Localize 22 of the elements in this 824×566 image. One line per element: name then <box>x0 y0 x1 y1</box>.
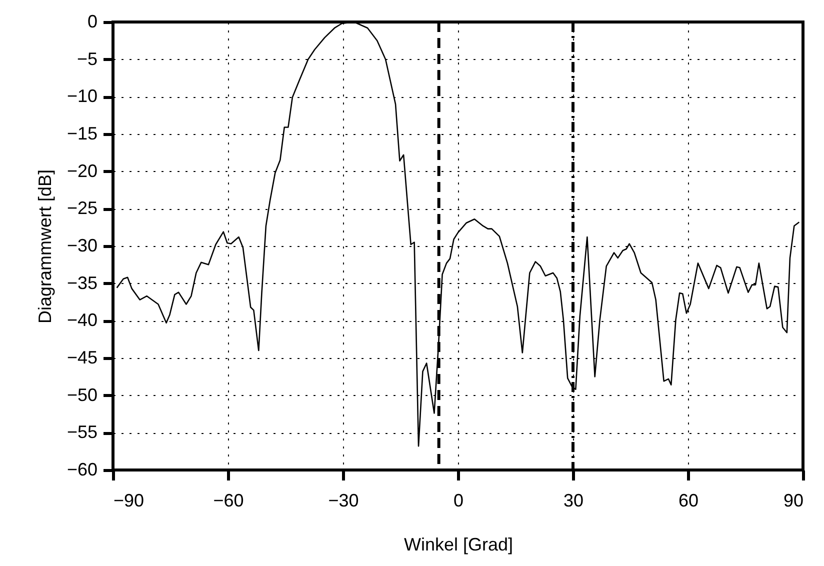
y-tick-label: −60 <box>66 460 98 480</box>
y-tick-label: −25 <box>66 198 98 218</box>
x-tick-label: −30 <box>328 490 359 510</box>
x-tick-label: 60 <box>678 490 699 510</box>
x-axis-title: Winkel [Grad] <box>404 534 514 554</box>
y-tick-label: −10 <box>66 86 98 106</box>
y-axis-title: Diagrammwert [dB] <box>34 169 55 324</box>
x-tick-label: −90 <box>114 490 144 510</box>
y-tick-label: −45 <box>66 348 98 368</box>
y-tick-label: −35 <box>66 272 98 293</box>
y-tick-label: −5 <box>76 48 98 69</box>
y-tick-label: −50 <box>66 384 98 405</box>
x-tick-label: 30 <box>563 490 584 510</box>
y-tick-label: −55 <box>66 422 98 442</box>
y-tick-label: −30 <box>66 236 98 256</box>
x-tick-label: −60 <box>213 490 244 510</box>
x-tick-label: 90 <box>783 490 804 510</box>
y-tick-label: −20 <box>66 160 98 181</box>
y-tick-label: −40 <box>66 310 98 330</box>
x-tick-label: 0 <box>453 490 464 510</box>
y-tick-label: 0 <box>87 12 98 32</box>
y-tick-label: −15 <box>66 124 98 144</box>
